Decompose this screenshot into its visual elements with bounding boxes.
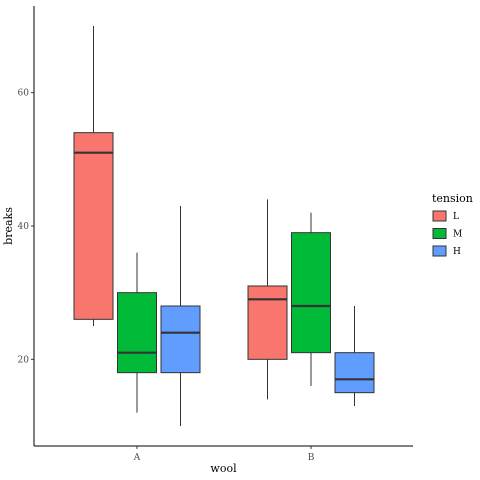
box-H-A <box>160 206 201 426</box>
box-body <box>117 292 157 374</box>
y-axis-ticks: 20 40 60 <box>18 89 34 365</box>
legend-key-M <box>432 228 447 239</box>
plot-panel <box>73 26 375 426</box>
y-tick-label: 60 <box>18 89 30 99</box>
legend-key-H <box>432 245 447 257</box>
box-body <box>291 232 331 354</box>
box-body <box>160 305 201 374</box>
legend-title: tension <box>432 192 473 205</box>
box-body <box>334 352 375 394</box>
legend: tension LMH <box>432 192 473 257</box>
box-body <box>73 132 114 320</box>
y-axis-title: breaks <box>2 207 15 245</box>
box-body <box>247 285 288 360</box>
y-tick-label: 40 <box>18 222 30 232</box>
legend-key-L <box>432 210 447 222</box>
box-H-B <box>334 306 375 406</box>
legend-label-M: M <box>453 230 462 240</box>
legend-label-H: H <box>453 247 461 257</box>
x-tick-label: B <box>308 453 315 463</box>
box-L-A <box>73 26 114 326</box>
legend-label-L: L <box>453 212 459 222</box>
box-L-B <box>247 199 288 400</box>
box-M-A <box>117 252 157 413</box>
x-tick-label: A <box>133 453 141 463</box>
box-M-B <box>291 212 331 386</box>
y-tick-label: 20 <box>18 355 30 365</box>
x-axis-title: wool <box>210 462 237 475</box>
